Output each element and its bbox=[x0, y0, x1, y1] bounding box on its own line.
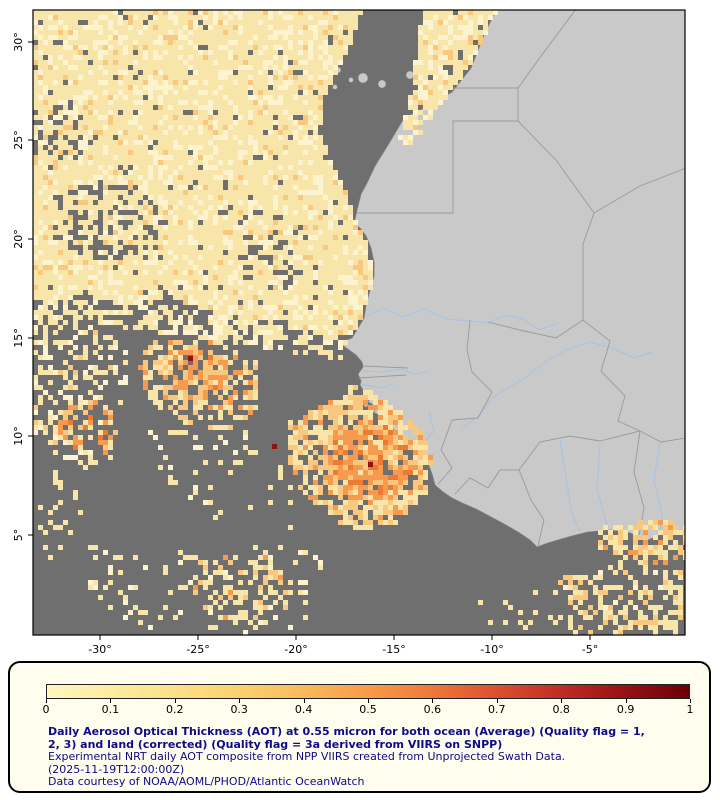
island bbox=[332, 84, 338, 90]
colorbar-tick-mark bbox=[432, 699, 434, 703]
country-border bbox=[517, 120, 595, 214]
aot-data-field bbox=[33, 10, 685, 635]
colorbar-tick-mark bbox=[303, 699, 305, 703]
island bbox=[357, 72, 369, 84]
colorbar-tick-mark bbox=[174, 699, 176, 703]
country-border bbox=[437, 419, 453, 485]
island bbox=[377, 79, 387, 89]
lon-tick-label: -30° bbox=[88, 643, 111, 656]
caption-line-3: Experimental NRT daily AOT composite fro… bbox=[48, 750, 566, 764]
lat-tick-label: 30° bbox=[12, 32, 25, 52]
colorbar-tick-label: 1 bbox=[686, 703, 694, 716]
lat-tick-label: 5° bbox=[12, 529, 25, 542]
colorbar-tick-label: 0.5 bbox=[359, 703, 377, 716]
map-frame bbox=[32, 9, 686, 636]
colorbar bbox=[46, 684, 690, 699]
caption-line-2: 2, 3) and land (corrected) (Quality flag… bbox=[48, 737, 503, 751]
colorbar-tick-mark bbox=[625, 699, 627, 703]
aot-map: 30° 25° 20° 15° 10° 5° -30° -25° -20° -15° -10° -5° bbox=[12, 9, 686, 656]
colorbar-tick-mark bbox=[46, 699, 47, 703]
colorbar-tick-label: 0.3 bbox=[230, 703, 248, 716]
colorbar-tick-label: 0.7 bbox=[488, 703, 506, 716]
colorbar-tick-label: 0 bbox=[42, 703, 50, 716]
caption-block: Daily Aerosol Optical Thickness (AOT) at… bbox=[48, 725, 645, 789]
island bbox=[348, 77, 354, 83]
colorbar-tick-mark bbox=[496, 699, 498, 703]
country-border bbox=[593, 167, 685, 214]
river bbox=[362, 368, 431, 375]
colorbar-tick-label: 0.9 bbox=[616, 703, 635, 716]
river bbox=[596, 443, 609, 530]
caption-line-5: Data courtesy of NOAA/AOML/PHOD/Atlantic… bbox=[48, 775, 365, 789]
lon-tick-label: -15° bbox=[382, 643, 405, 656]
colorbar-tick-mark bbox=[368, 699, 369, 703]
caption-line-4: (2025-11-19T12:00:00Z) bbox=[48, 762, 185, 776]
country-border bbox=[466, 319, 473, 373]
colorbar-tick-mark bbox=[690, 699, 691, 703]
colorbar-tick-row: 0 0.1 0.2 0.3 0.4 0.5 0.6 0.7 0.8 0.9 1 bbox=[42, 699, 694, 717]
country-border bbox=[639, 430, 685, 443]
river bbox=[360, 383, 395, 389]
lon-tick-label: -5° bbox=[582, 643, 598, 656]
lat-tick-label: 10° bbox=[12, 426, 25, 446]
country-border bbox=[518, 469, 545, 547]
colorbar-tick-label: 0.6 bbox=[423, 703, 442, 716]
country-border bbox=[358, 374, 407, 379]
lat-tick-label: 15° bbox=[12, 328, 25, 348]
country-border bbox=[518, 430, 641, 471]
colorbar-tick-label: 0.2 bbox=[166, 703, 184, 716]
country-border bbox=[451, 371, 493, 421]
colorbar-tick-label: 0.8 bbox=[552, 703, 570, 716]
country-border bbox=[582, 319, 641, 432]
country-border bbox=[487, 212, 595, 339]
lon-tick-label: -20° bbox=[284, 643, 307, 656]
river bbox=[559, 439, 581, 532]
river bbox=[461, 341, 653, 429]
caption-line-1: Daily Aerosol Optical Thickness (AOT) at… bbox=[48, 725, 645, 738]
country-border bbox=[363, 365, 409, 369]
legend-panel: 0 0.1 0.2 0.3 0.4 0.5 0.6 0.7 0.8 0.9 1 Daily Aero… bbox=[8, 661, 711, 793]
colorbar-tick-mark bbox=[239, 699, 241, 703]
colorbar-wrap: 0 0.1 0.2 0.3 0.4 0.5 0.6 0.7 0.8 0.9 1 bbox=[42, 684, 694, 717]
colorbar-tick-label: 0.4 bbox=[294, 703, 313, 716]
colorbar-tick-label: 0.1 bbox=[101, 703, 120, 716]
country-border bbox=[454, 469, 519, 495]
colorbar-tick-mark bbox=[110, 699, 112, 703]
colorbar-tick-mark bbox=[561, 699, 563, 703]
country-border bbox=[357, 88, 519, 214]
island bbox=[405, 70, 415, 80]
lon-tick-label: -10° bbox=[480, 643, 503, 656]
lat-tick-label: 25° bbox=[12, 130, 25, 150]
lon-tick-label: -25° bbox=[186, 643, 209, 656]
country-border bbox=[517, 10, 576, 89]
lat-tick-label: 20° bbox=[12, 229, 25, 249]
